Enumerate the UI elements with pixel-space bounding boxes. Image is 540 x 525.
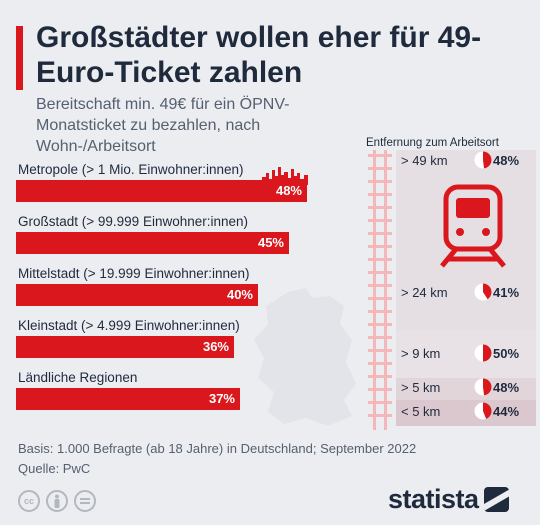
distance-pie [474,344,492,362]
distance-category-label: > 49 km [401,153,448,168]
bar-value-label: 40% [226,287,253,302]
bar: 36% [16,336,234,358]
license-icons: cc [18,490,96,512]
distance-value-label: 48% [493,380,520,395]
distance-band [396,378,536,400]
bar: 45% [16,232,289,254]
cc-license-icon[interactable]: cc [18,490,40,512]
distance-category-label: > 9 km [401,346,441,361]
pie-slice [483,378,492,396]
distance-chart-title: Entfernung zum Arbeitsort [366,137,499,149]
attribution-icon[interactable] [46,490,68,512]
city-skyline-icon [262,167,308,185]
distance-value-label: 41% [493,285,520,300]
footnote-source: Quelle: PwC [18,461,91,476]
distance-value-label: 50% [493,346,520,361]
railway-track-icon [368,150,392,430]
brand-name: statista [388,484,479,514]
distance-band [396,150,536,330]
distance-pie [474,283,492,301]
distance-category-label: > 24 km [401,285,448,300]
bar: 37% [16,388,240,410]
germany-map-shape [254,288,356,426]
pie-slice [483,283,492,300]
bar-category-label: Großstadt (> 99.999 Einwohner:innen) [18,214,249,229]
distance-band [396,400,536,426]
distance-value-label: 48% [493,153,520,168]
bar-category-label: Ländliche Regionen [18,370,138,385]
bar: 40% [16,284,258,306]
pie-slice [483,151,492,169]
distance-value-label: 44% [493,404,520,419]
distance-pie [474,378,492,396]
distance-category-label: > 5 km [401,380,441,395]
bar: 48% [16,180,307,202]
bar-value-label: 45% [257,235,284,250]
distance-category-label: < 5 km [401,404,441,419]
distance-pie [474,151,492,169]
chart-subtitle: Bereitschaft min. 49€ für ein ÖPNV-Monat… [36,96,290,155]
title-accent-bar [16,26,23,90]
distance-pie [474,402,492,420]
statista-logo[interactable]: statista [388,484,509,515]
train-icon [440,184,506,268]
bar-value-label: 37% [208,391,235,406]
chart-title: Großstädter wollen eher für 49-Euro-Tick… [36,21,482,89]
no-derivatives-icon[interactable] [74,490,96,512]
bar-category-label: Mittelstadt (> 19.999 Einwohner:innen) [18,266,250,281]
bar-category-label: Metropole (> 1 Mio. Einwohner:innen) [18,162,244,177]
pie-slice [483,344,492,362]
statista-logo-icon [483,487,509,512]
bar-category-label: Kleinstadt (> 4.999 Einwohner:innen) [18,318,240,333]
bar-value-label: 36% [202,339,229,354]
bar-value-label: 48% [275,183,302,198]
pie-slice [483,402,492,419]
distance-band [396,330,536,378]
footnote-basis: Basis: 1.000 Befragte (ab 18 Jahre) in D… [18,441,417,456]
